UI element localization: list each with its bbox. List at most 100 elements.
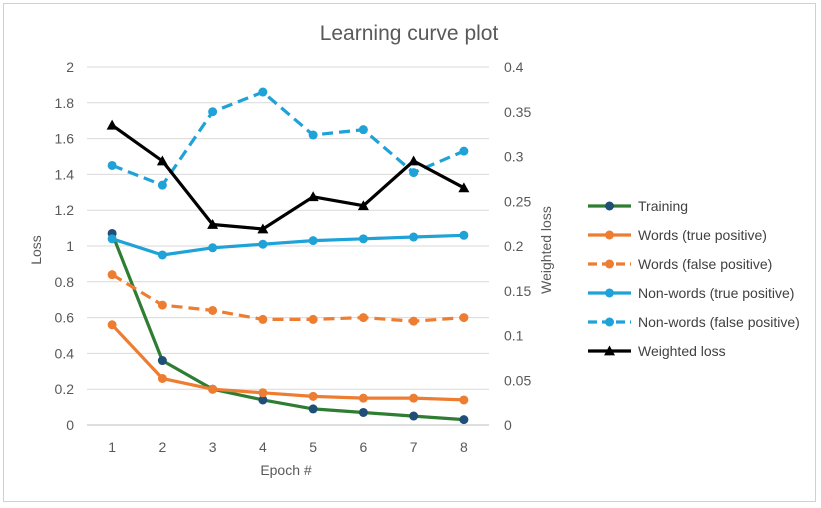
data-point <box>459 415 469 425</box>
y2-tick-label: 0.1 <box>504 328 524 344</box>
data-point <box>208 384 218 394</box>
y-tick-label: 1.6 <box>55 131 75 147</box>
gridlines <box>87 66 489 426</box>
legend: Training Words (true positive) Words (fals… <box>588 198 800 359</box>
y-tick-label: 1.8 <box>55 95 75 111</box>
data-point <box>358 313 368 323</box>
data-point <box>459 313 469 323</box>
y-tick-label: 0.6 <box>55 310 75 326</box>
legend-label: Words (true positive) <box>638 227 767 243</box>
series-3 <box>107 230 469 260</box>
data-point <box>107 320 117 330</box>
x-tick-label: 1 <box>108 439 116 455</box>
data-point <box>258 87 268 97</box>
data-point <box>409 411 419 421</box>
y-tick-label: 2 <box>66 59 74 75</box>
series-line <box>111 233 464 257</box>
data-point <box>258 239 268 249</box>
data-point <box>106 119 118 130</box>
legend-marker <box>605 288 614 298</box>
y-tick-label: 0.4 <box>55 345 75 361</box>
y2-tick-label: 0.05 <box>504 372 531 388</box>
data-point <box>258 388 268 398</box>
legend-label: Non-words (true positive) <box>638 285 794 301</box>
data-point <box>258 395 268 405</box>
y2-tick-label: 0.35 <box>504 104 531 120</box>
y2-tick-label: 0.2 <box>504 238 524 254</box>
data-point <box>358 393 368 403</box>
x-tick-label: 6 <box>359 439 367 455</box>
data-point <box>409 232 419 242</box>
data-point <box>107 270 117 280</box>
data-point <box>358 125 368 135</box>
data-point <box>308 236 318 246</box>
data-point <box>157 180 167 190</box>
data-point <box>308 404 318 414</box>
x-axis-title: Epoch # <box>260 462 312 478</box>
data-point <box>409 393 419 403</box>
data-point <box>458 182 470 193</box>
legend-marker <box>604 345 615 356</box>
data-point <box>358 234 368 244</box>
legend-label: Words (false positive) <box>638 256 772 272</box>
legend-item-0: Training <box>588 198 688 214</box>
data-point <box>107 160 117 170</box>
data-point <box>257 223 269 234</box>
legend-label: Training <box>638 198 688 214</box>
left-axis-ticks: 0 0.2 0.4 0.6 0.8 1 1.2 1.4 1.6 1.8 2 <box>55 59 75 433</box>
data-point <box>308 130 318 140</box>
data-point <box>208 243 218 253</box>
legend-label: Non-words (false positive) <box>638 314 800 330</box>
y2-axis-title: Weighted loss <box>538 206 554 294</box>
data-point <box>207 219 219 229</box>
legend-item-1: Words (true positive) <box>588 227 767 243</box>
data-point <box>208 305 218 315</box>
series-2 <box>107 270 469 326</box>
data-point <box>107 234 117 244</box>
legend-marker <box>605 201 614 211</box>
data-point <box>358 407 368 417</box>
y-tick-label: 0 <box>66 417 74 433</box>
y-tick-label: 1 <box>66 238 74 254</box>
series-line <box>110 232 465 422</box>
y2-tick-label: 0.3 <box>504 149 524 165</box>
data-point <box>208 107 218 117</box>
legend-marker <box>605 259 614 269</box>
data-point <box>157 356 167 366</box>
x-tick-label: 4 <box>259 439 267 455</box>
x-tick-label: 7 <box>410 439 418 455</box>
data-point <box>409 168 419 178</box>
legend-marker <box>605 317 614 327</box>
y-tick-label: 1.4 <box>55 166 75 182</box>
legend-item-5: Weighted loss <box>588 343 726 359</box>
y-tick-label: 0.8 <box>55 274 75 290</box>
data-point <box>459 146 469 156</box>
legend-marker <box>605 230 614 240</box>
legend-item-2: Words (false positive) <box>588 256 772 272</box>
series-line <box>111 123 465 231</box>
data-point <box>357 200 369 211</box>
legend-item-3: Non-words (true positive) <box>588 285 794 301</box>
series-line <box>110 323 464 402</box>
data-point <box>307 191 319 202</box>
x-tick-label: 2 <box>158 439 166 455</box>
data-point <box>156 155 168 166</box>
y2-tick-label: 0.25 <box>504 193 531 209</box>
series-1 <box>107 320 469 405</box>
series-5 <box>106 119 470 234</box>
series-lines <box>106 87 470 425</box>
data-point <box>408 155 420 166</box>
data-point <box>459 395 469 405</box>
data-point <box>157 250 167 260</box>
y2-tick-label: 0.4 <box>504 59 524 75</box>
data-point <box>157 373 167 383</box>
data-point <box>409 316 419 326</box>
x-tick-label: 5 <box>309 439 317 455</box>
x-tick-label: 3 <box>209 439 217 455</box>
data-point <box>308 391 318 401</box>
y-tick-label: 1.2 <box>55 202 75 218</box>
legend-label: Weighted loss <box>638 343 726 359</box>
chart-title: Learning curve plot <box>320 22 499 45</box>
x-axis-ticks: 1 2 3 4 5 6 7 8 <box>108 439 468 455</box>
learning-curve-chart: Learning curve plot 0 0.2 0.4 0.6 0.8 1 1.2 1.4… <box>28 22 800 478</box>
